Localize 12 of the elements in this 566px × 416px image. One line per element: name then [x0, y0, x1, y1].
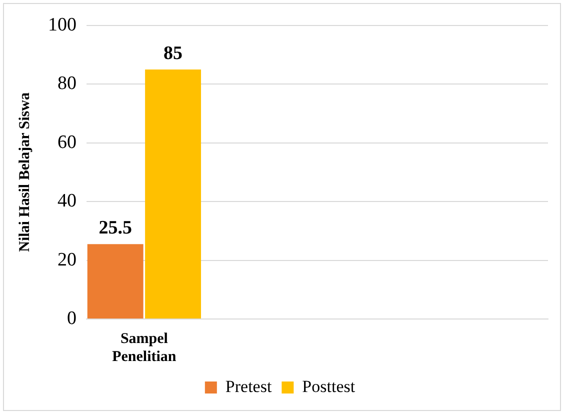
data-label: 25.5 — [98, 218, 132, 239]
y-tick-label: 80 — [58, 73, 76, 94]
y-tick-label: 20 — [58, 249, 76, 270]
y-tick-label: 0 — [67, 308, 76, 329]
y-tick-label: 100 — [48, 14, 76, 36]
y-tick-label: 60 — [58, 132, 76, 153]
legend-label: Pretest — [225, 376, 272, 396]
x-tick-label: Sampel Penelitian — [112, 330, 177, 365]
data-label: 85 — [164, 42, 183, 64]
legend-label: Posttest — [302, 376, 356, 396]
y-tick-label: 40 — [58, 190, 76, 212]
y-axis-title: Nilai Hasil Belajar Siswa — [16, 92, 33, 252]
